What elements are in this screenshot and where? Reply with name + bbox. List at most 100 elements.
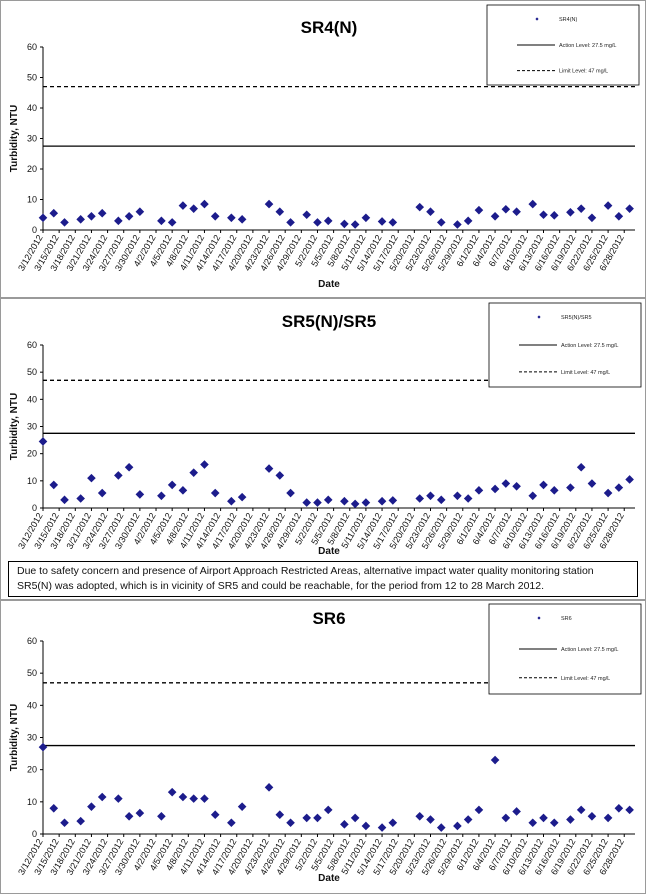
y-axis-title: Turbidity, NTU <box>9 105 20 172</box>
data-point <box>60 218 69 227</box>
data-point <box>415 494 425 503</box>
data-point <box>157 491 166 501</box>
legend-box <box>488 302 642 388</box>
y-tick-label: 50 <box>27 73 37 83</box>
data-point <box>237 215 247 224</box>
data-point <box>501 479 511 488</box>
chart-svg-2: SR601020304050603/12/20123/15/20123/18/2… <box>9 603 642 884</box>
legend-label-limit: Limit Level: 47 mg/L <box>559 69 608 75</box>
data-point <box>124 462 134 472</box>
data-point <box>87 802 96 811</box>
data-point <box>415 812 425 821</box>
data-point <box>549 818 559 828</box>
data-point <box>49 803 59 813</box>
data-point <box>189 468 198 477</box>
data-point <box>625 475 634 484</box>
y-axis-title: Turbidity, NTU <box>9 393 20 460</box>
data-point <box>340 219 349 229</box>
data-point <box>361 213 371 223</box>
data-point <box>453 220 462 229</box>
data-point <box>114 471 123 480</box>
legend-label-action: Action Level: 27.5 mg/L <box>561 647 618 653</box>
data-point <box>576 204 586 213</box>
y-tick-label: 10 <box>27 195 37 205</box>
legend-label-limit: Limit Level: 47 mg/L <box>561 370 610 376</box>
y-tick-label: 20 <box>27 164 37 174</box>
data-point <box>200 460 209 469</box>
data-point <box>200 794 209 803</box>
data-point <box>501 813 511 823</box>
data-point <box>60 818 69 828</box>
data-point <box>286 218 295 227</box>
data-point <box>323 495 333 505</box>
data-point <box>227 213 236 223</box>
data-point <box>377 496 387 506</box>
data-point <box>178 486 188 495</box>
chart-title: SR4(N) <box>301 18 358 37</box>
data-point <box>614 483 624 492</box>
data-point <box>227 496 236 506</box>
data-point <box>512 807 521 816</box>
data-point <box>178 792 188 802</box>
data-point <box>528 491 538 501</box>
y-axis-title: Turbidity, NTU <box>9 704 20 771</box>
data-point <box>313 813 322 823</box>
data-point <box>388 496 398 505</box>
y-tick-label: 20 <box>27 449 37 459</box>
y-tick-label: 40 <box>27 700 37 710</box>
data-point <box>157 812 166 821</box>
chart-title: SR6 <box>312 609 345 628</box>
data-point <box>286 818 295 828</box>
data-point <box>114 794 123 803</box>
data-point <box>436 823 446 832</box>
data-point <box>436 495 446 505</box>
data-point <box>625 204 634 213</box>
data-point <box>275 207 285 216</box>
y-tick-label: 40 <box>27 103 37 113</box>
data-point <box>302 498 312 507</box>
data-point <box>614 803 624 813</box>
data-point <box>463 216 473 226</box>
data-point <box>237 492 247 502</box>
data-point <box>350 220 360 229</box>
data-point <box>603 488 613 498</box>
data-point <box>614 211 624 221</box>
data-point <box>377 217 387 226</box>
legend-marker-series <box>537 315 541 319</box>
x-axis-title: Date <box>318 873 340 884</box>
y-tick-label: 30 <box>27 422 37 432</box>
y-tick-label: 60 <box>27 42 37 52</box>
data-point <box>415 202 425 212</box>
data-point <box>323 216 333 226</box>
data-point <box>474 805 484 815</box>
x-axis-title: Date <box>318 546 340 557</box>
data-point <box>350 499 360 509</box>
data-point <box>87 473 96 483</box>
data-point <box>463 494 473 503</box>
data-point <box>124 812 134 821</box>
legend-label-series: SR5(N)/SR5 <box>561 315 592 321</box>
data-point <box>528 199 538 209</box>
legend-box <box>488 603 642 695</box>
data-point <box>587 479 597 488</box>
y-tick-label: 0 <box>32 829 37 839</box>
data-point <box>512 207 521 216</box>
chart-panel-sr4n: SR4(N) 0 10 20 30 40 50 60 3/12/2012 3/15/2012 3/1… <box>0 0 646 298</box>
data-point <box>587 812 597 821</box>
data-point <box>135 808 145 818</box>
data-point <box>490 755 500 765</box>
legend-box <box>486 4 640 86</box>
data-point <box>474 205 484 215</box>
data-point <box>361 821 371 831</box>
data-point <box>189 204 198 213</box>
data-point <box>566 483 575 492</box>
data-point <box>60 495 69 505</box>
data-point <box>167 787 177 797</box>
y-tick-label: 60 <box>27 636 37 646</box>
data-point <box>97 792 107 802</box>
legend-label-series: SR4(N) <box>559 17 578 23</box>
data-point <box>210 810 220 819</box>
data-point <box>463 815 473 824</box>
data-point <box>566 208 575 217</box>
data-point <box>576 805 586 815</box>
